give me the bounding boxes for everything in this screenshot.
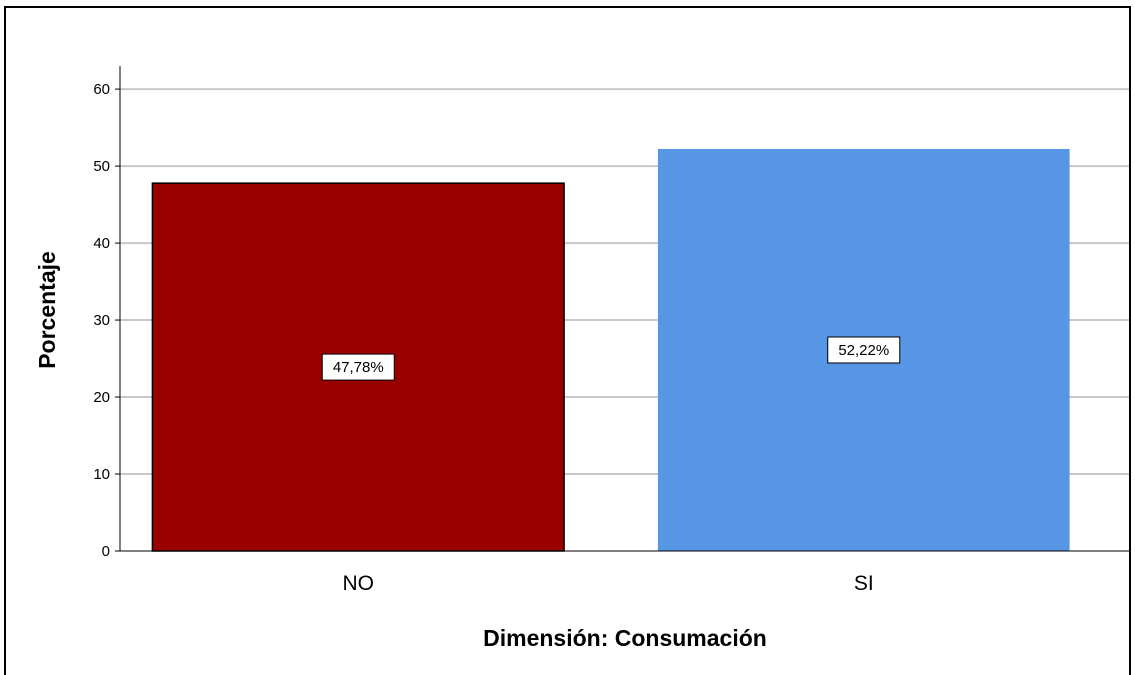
data-label-box <box>827 336 901 364</box>
y-tick-label: 40 <box>93 235 110 252</box>
axes <box>119 66 1129 552</box>
data-label: 47,78% <box>321 353 395 381</box>
data-label: 52,22% <box>827 336 901 364</box>
y-tick-label: 30 <box>93 312 110 329</box>
y-axis-ticks: 0 10 20 30 40 50 60 <box>93 81 120 560</box>
x-category-label: SI <box>854 572 874 595</box>
data-labels: 47,78% 52,22% <box>321 336 901 381</box>
y-axis-title: Porcentaje <box>34 251 60 369</box>
bars <box>151 148 1070 552</box>
y-tick-label: 10 <box>93 466 110 483</box>
y-tick-label: 20 <box>93 389 110 406</box>
chart-frame <box>4 6 1131 675</box>
x-axis-title: Dimensión: Consumación <box>483 625 767 651</box>
data-label-text: 52,22% <box>838 342 889 359</box>
y-tick-label: 0 <box>102 543 110 560</box>
data-label-box <box>321 353 395 381</box>
y-tick-label: 50 <box>93 158 110 175</box>
x-axis-categories: NO SI <box>343 572 874 595</box>
x-category-label: NO <box>343 572 375 595</box>
data-label-text: 47,78% <box>333 359 384 376</box>
y-tick-label: 60 <box>93 81 110 98</box>
